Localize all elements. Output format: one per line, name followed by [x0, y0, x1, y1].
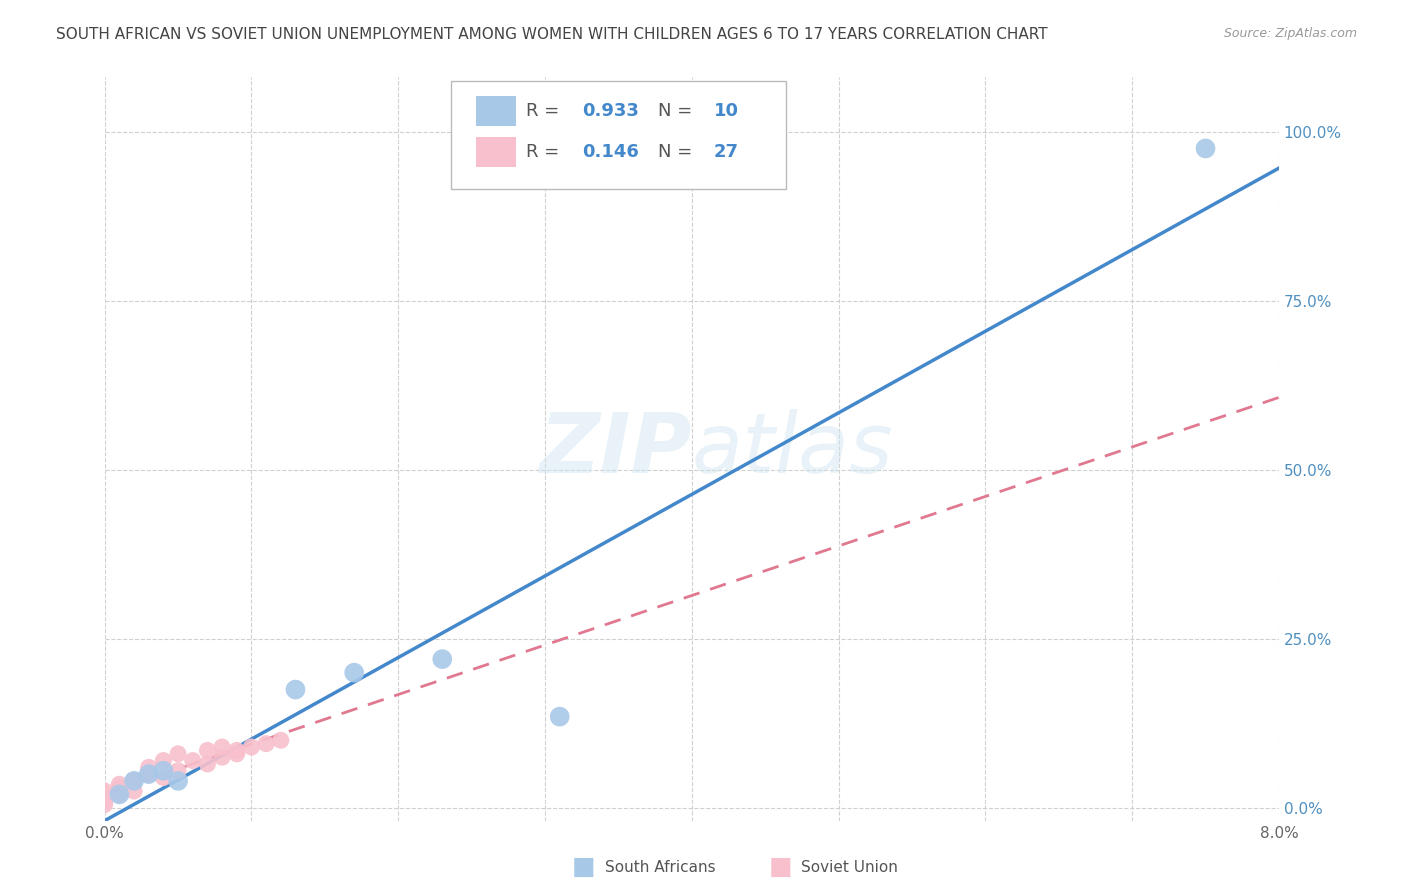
Point	[432, 652, 454, 666]
Text: N =: N =	[658, 143, 697, 161]
Point	[152, 764, 174, 778]
Text: 10: 10	[714, 102, 740, 120]
Text: R =: R =	[526, 143, 565, 161]
Point	[152, 754, 174, 768]
Point	[240, 740, 263, 755]
Text: ZIP: ZIP	[538, 409, 692, 490]
FancyBboxPatch shape	[451, 81, 786, 189]
Text: N =: N =	[658, 102, 697, 120]
Point	[1194, 141, 1216, 155]
Point	[343, 665, 366, 680]
Point	[93, 784, 115, 798]
Point	[108, 784, 131, 798]
Point	[108, 780, 131, 795]
Point	[211, 740, 233, 755]
FancyBboxPatch shape	[475, 96, 516, 126]
Point	[197, 756, 219, 771]
Text: Source: ZipAtlas.com: Source: ZipAtlas.com	[1223, 27, 1357, 40]
Point	[225, 747, 247, 761]
Point	[181, 754, 204, 768]
Text: Soviet Union: Soviet Union	[801, 860, 898, 874]
Text: atlas: atlas	[692, 409, 893, 490]
Point	[93, 797, 115, 812]
Point	[167, 773, 190, 788]
Point	[108, 788, 131, 802]
Point	[138, 767, 160, 781]
Text: South Africans: South Africans	[605, 860, 716, 874]
Point	[254, 737, 277, 751]
Point	[108, 777, 131, 791]
Text: ■: ■	[769, 855, 792, 879]
Point	[225, 743, 247, 757]
Text: 0.146: 0.146	[582, 143, 640, 161]
Text: SOUTH AFRICAN VS SOVIET UNION UNEMPLOYMENT AMONG WOMEN WITH CHILDREN AGES 6 TO 1: SOUTH AFRICAN VS SOVIET UNION UNEMPLOYME…	[56, 27, 1047, 42]
Point	[93, 788, 115, 802]
Point	[548, 709, 571, 723]
Point	[167, 747, 190, 761]
Text: ■: ■	[572, 855, 595, 879]
Text: R =: R =	[526, 102, 565, 120]
Point	[122, 773, 145, 788]
Text: 0.933: 0.933	[582, 102, 640, 120]
Point	[270, 733, 292, 747]
Point	[122, 784, 145, 798]
Point	[122, 773, 145, 788]
Point	[284, 682, 307, 697]
FancyBboxPatch shape	[475, 137, 516, 167]
Point	[93, 790, 115, 805]
Point	[152, 771, 174, 785]
Point	[167, 764, 190, 778]
Point	[211, 750, 233, 764]
Point	[197, 743, 219, 757]
Point	[138, 760, 160, 774]
Point	[138, 767, 160, 781]
Point	[108, 788, 131, 802]
Point	[93, 794, 115, 808]
Text: 27: 27	[714, 143, 740, 161]
